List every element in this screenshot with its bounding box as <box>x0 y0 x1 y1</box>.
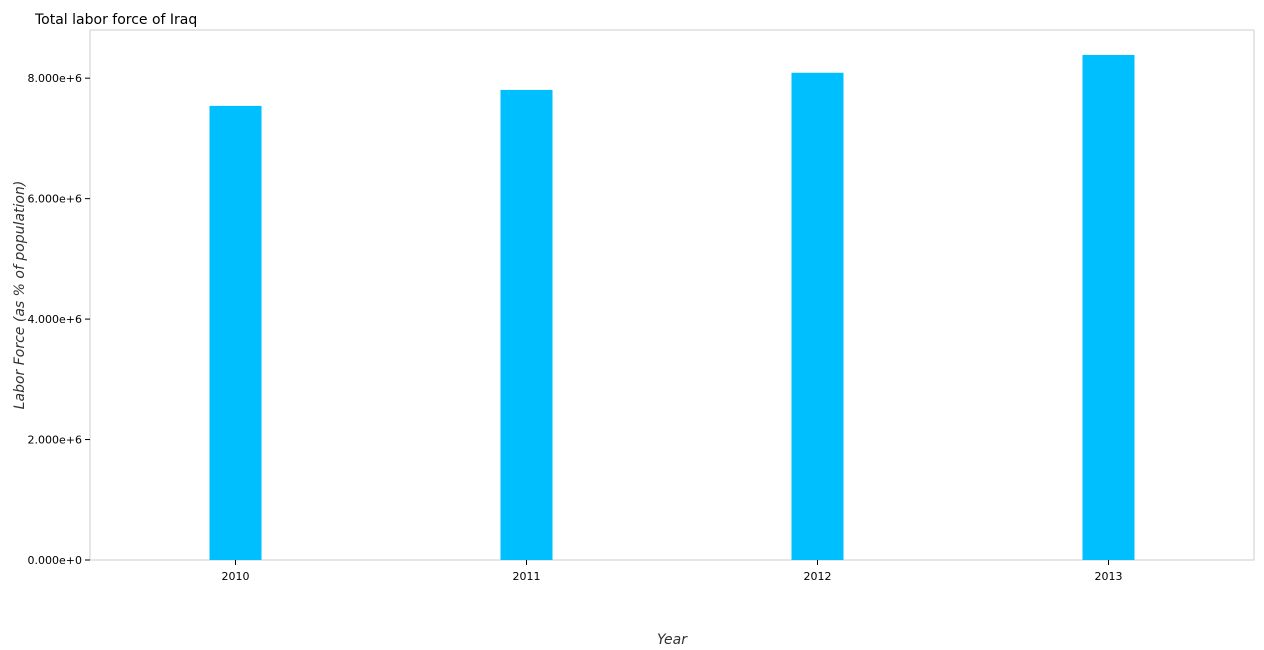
y-tick-label: 6.000e+6 <box>28 193 82 206</box>
y-axis-ticks: 0.000e+0 2.000e+6 4.000e+6 6.000e+6 8.000e+6 <box>28 72 90 567</box>
bar-2011 <box>500 89 553 560</box>
chart-title: Total labor force of Iraq <box>34 12 197 28</box>
y-tick-label: 4.000e+6 <box>28 313 82 326</box>
bar-2013 <box>1082 54 1135 560</box>
x-tick-label: 2010 <box>222 570 250 583</box>
y-tick-label: 8.000e+6 <box>28 72 82 85</box>
y-tick-label: 2.000e+6 <box>28 434 82 447</box>
y-tick-label: 0.000e+0 <box>28 554 82 567</box>
x-axis-ticks: 2010 2011 2012 2013 <box>222 560 1123 583</box>
y-axis-label: Labor Force (as % of population) <box>12 181 28 410</box>
x-axis-label: Year <box>657 632 688 648</box>
plot-frame <box>89 29 1255 561</box>
bar-2012 <box>791 72 844 561</box>
bar-2010 <box>209 105 262 561</box>
bars-group <box>209 54 1135 561</box>
x-tick-label: 2013 <box>1095 570 1123 583</box>
x-tick-label: 2012 <box>804 570 832 583</box>
x-tick-label: 2011 <box>513 570 541 583</box>
